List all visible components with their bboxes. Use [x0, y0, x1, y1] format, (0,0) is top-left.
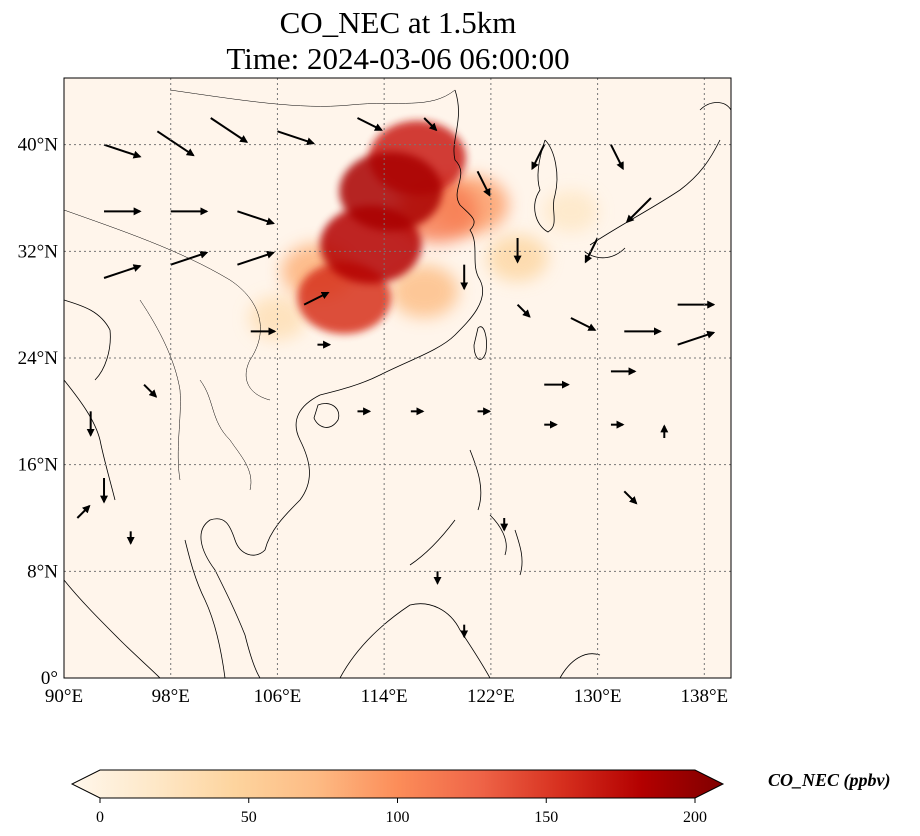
- wind-arrow: [76, 504, 91, 519]
- colorbar-ticks: 0 50 100 150 200: [96, 798, 707, 826]
- bay-of-bengal-coastline: [64, 299, 116, 501]
- indochina-coastline: [200, 394, 321, 678]
- y-axis-ticks: 0° 8°N 16°N 24°N 32°N 40°N: [18, 135, 59, 689]
- borneo-coastline: [339, 603, 491, 678]
- wind-arrow: [677, 330, 716, 346]
- border-line: [199, 379, 252, 491]
- korean-peninsula: [534, 139, 558, 233]
- wind-arrow: [237, 250, 275, 266]
- y-tick-label: 40°N: [18, 135, 59, 156]
- wind-arrow: [423, 117, 438, 132]
- wind-arrow: [170, 250, 209, 266]
- gridlines: [64, 78, 731, 678]
- colorbar-tick-label: 100: [386, 809, 410, 826]
- wind-arrow: [531, 144, 546, 171]
- x-tick-label: 114°E: [361, 686, 408, 707]
- colorbar-bar: [70, 769, 725, 799]
- wind-arrow: [303, 291, 330, 306]
- wind-arrow: [237, 210, 275, 226]
- colorbar-tick-label: 50: [241, 809, 257, 826]
- plot-subtitle-time: Time: 2024-03-06 06:00:00: [226, 41, 570, 76]
- coastlines: [64, 89, 731, 678]
- colorbar-tick-label: 150: [534, 809, 558, 826]
- wind-arrow: [156, 130, 195, 157]
- x-tick-label: 130°E: [574, 686, 622, 707]
- wind-arrow: [584, 237, 599, 264]
- y-tick-label: 8°N: [27, 561, 58, 582]
- wind-arrow: [103, 143, 142, 159]
- co-plume: [543, 190, 599, 233]
- colorbar: 0 50 100 150 200: [70, 769, 725, 826]
- y-tick-label: 0°: [41, 668, 58, 689]
- colorbar-tick-label: 0: [96, 809, 104, 826]
- colorbar-label: CO_NEC (ppbv): [768, 770, 891, 790]
- hainan-island: [313, 403, 340, 428]
- colorbar-tick-label: 200: [683, 809, 707, 826]
- wind-vectors: [76, 117, 716, 639]
- wind-arrow: [625, 197, 652, 224]
- wind-arrow: [103, 264, 142, 279]
- map-frame: [63, 77, 732, 679]
- x-tick-label: 98°E: [152, 686, 190, 707]
- x-tick-label: 138°E: [680, 686, 728, 707]
- taiwan-island: [473, 326, 487, 360]
- wind-arrow: [570, 317, 597, 331]
- y-tick-label: 16°N: [18, 455, 59, 476]
- malay-peninsula: [64, 539, 226, 678]
- y-tick-label: 24°N: [18, 348, 59, 369]
- wind-arrow: [277, 130, 315, 146]
- co-plume: [389, 264, 459, 318]
- x-axis-ticks: 90°E 98°E 106°E 114°E 122°E 130°E 138°E: [45, 686, 728, 707]
- philippines-islands: [409, 449, 523, 576]
- wind-arrow: [143, 383, 158, 398]
- wind-arrow: [623, 490, 638, 505]
- wind-arrow: [357, 117, 383, 131]
- x-tick-label: 122°E: [467, 686, 515, 707]
- new-guinea-coastline: [559, 653, 601, 678]
- wind-arrow: [516, 303, 531, 318]
- co-plume: [339, 151, 443, 231]
- x-tick-label: 106°E: [254, 686, 302, 707]
- border-line: [169, 89, 456, 107]
- y-tick-label: 32°N: [18, 241, 59, 262]
- china-coastline: [319, 89, 484, 396]
- wind-arrow: [210, 117, 249, 143]
- x-tick-label: 90°E: [45, 686, 83, 707]
- border-line: [139, 299, 181, 481]
- wind-arrow: [610, 144, 624, 171]
- plot-title: CO_NEC at 1.5km: [279, 5, 517, 40]
- wind-arrow: [476, 170, 491, 197]
